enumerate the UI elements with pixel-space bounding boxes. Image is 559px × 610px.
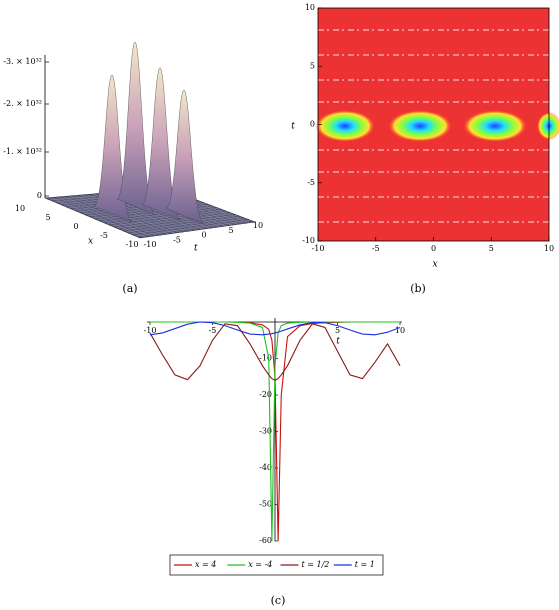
x-tick-label: -10: [144, 326, 157, 335]
x-tick-label: 10: [15, 204, 25, 213]
x-tick-label: 5: [45, 213, 50, 222]
y-tick-label: -10: [302, 236, 315, 245]
density-plot: [315, 7, 559, 242]
x-tick-label: -5: [209, 326, 217, 335]
y-tick-label: -10: [259, 354, 272, 363]
z-tick-label: 0: [37, 191, 42, 200]
y-tick-label: 5: [310, 61, 315, 70]
x-tick-label: 5: [335, 326, 340, 335]
z-tick-label: -1. × 10³²: [3, 147, 42, 156]
axis-label: t: [291, 122, 295, 132]
y-tick-label: 0: [310, 120, 315, 129]
x-tick-label: -5: [100, 231, 108, 240]
axis-label: t: [194, 244, 198, 254]
x-tick-label: 0: [73, 222, 78, 231]
z-tick-label: -3. × 10³²: [3, 57, 42, 66]
y-tick-label: -40: [259, 463, 272, 472]
surface-grid: [116, 213, 233, 229]
legend: [169, 554, 384, 576]
axis-label: t: [336, 337, 340, 347]
t-tick-label: 0: [201, 231, 206, 240]
legend-label: x = 4: [195, 560, 216, 569]
caption: (b): [410, 282, 426, 295]
y-tick-label: -5: [307, 178, 315, 187]
x-tick-label: 10: [544, 244, 554, 253]
x-tick-label: 10: [395, 326, 405, 335]
legend-label: t = 1/2: [302, 560, 330, 569]
z-tick-label: -2. × 10³²: [3, 99, 42, 108]
y-tick-label: 10: [305, 3, 315, 12]
series-line: [149, 323, 401, 382]
y-tick-label: -50: [259, 500, 272, 509]
t-tick-label: -10: [144, 240, 157, 249]
axis-label: x: [432, 260, 437, 270]
surface-grid: [120, 215, 238, 231]
legend-label: x = -4: [248, 560, 272, 569]
surface-grid: [125, 216, 242, 233]
surface-peak: [165, 89, 205, 225]
x-tick-label: -10: [126, 240, 139, 249]
t-tick-label: 5: [228, 226, 233, 235]
x-tick-label: -10: [312, 244, 325, 253]
legend-label: t = 1: [355, 560, 375, 569]
surface-grid: [130, 218, 247, 235]
surface-grid: [111, 211, 229, 227]
y-tick-label: -30: [259, 427, 272, 436]
axis-label: x: [88, 237, 93, 247]
x-tick-label: -5: [372, 244, 380, 253]
x-tick-label: 0: [431, 244, 436, 253]
series-line: [149, 321, 401, 336]
surface-grid: [135, 220, 251, 237]
caption: (c): [271, 594, 286, 607]
y-tick-label: -20: [259, 390, 272, 399]
caption: (a): [122, 282, 137, 295]
t-tick-label: 10: [253, 221, 263, 230]
surface-grid: [101, 208, 220, 223]
x-tick-label: 5: [489, 244, 494, 253]
t-tick-label: -5: [173, 235, 181, 244]
surface-grid: [106, 209, 224, 225]
y-tick-label: -60: [259, 536, 272, 545]
